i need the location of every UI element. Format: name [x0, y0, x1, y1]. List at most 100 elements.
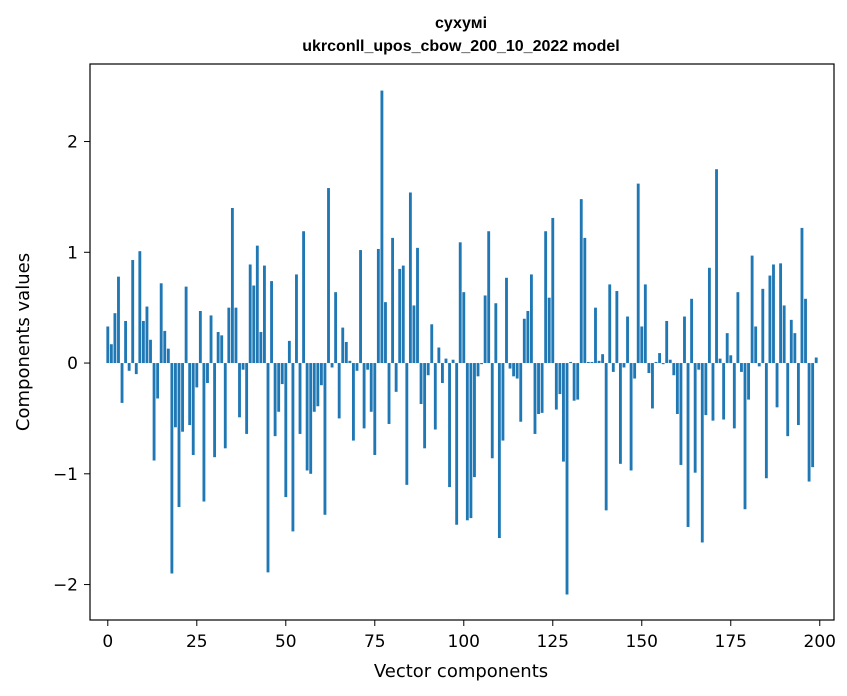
bar-62 — [327, 188, 330, 364]
bar-111 — [501, 363, 505, 441]
y-tick-label: 0 — [67, 354, 78, 374]
bar-160 — [675, 363, 679, 414]
bar-199 — [814, 357, 818, 364]
bar-12 — [149, 339, 152, 364]
bar-105 — [480, 363, 484, 365]
bar-3 — [117, 276, 120, 364]
bar-102 — [469, 363, 473, 519]
bar-163 — [686, 363, 690, 527]
bar-45 — [266, 363, 270, 573]
bar-10 — [141, 320, 145, 364]
bar-140 — [604, 363, 608, 511]
bar-121 — [537, 363, 540, 414]
bar-129 — [565, 363, 569, 595]
bar-195 — [800, 227, 804, 364]
bar-183 — [757, 363, 761, 367]
bar-149 — [636, 183, 640, 364]
bar-151 — [643, 284, 647, 364]
x-tick-label: 75 — [364, 632, 386, 652]
bar-172 — [718, 358, 722, 364]
bar-176 — [732, 363, 736, 429]
bar-48 — [277, 363, 281, 412]
bar-188 — [775, 363, 779, 408]
bar-115 — [515, 363, 519, 379]
x-tick-label: 100 — [448, 632, 480, 652]
bar-185 — [764, 363, 768, 479]
y-axis-ticks: −2 −1 0 1 2 — [53, 133, 90, 596]
bar-120 — [533, 363, 537, 434]
bar-2 — [113, 313, 117, 364]
bar-51 — [287, 340, 291, 364]
bar-50 — [284, 363, 288, 498]
bar-37 — [238, 363, 241, 418]
bar-11 — [145, 306, 149, 364]
bar-66 — [341, 327, 345, 364]
bar-155 — [658, 353, 661, 364]
bar-101 — [465, 363, 469, 521]
bar-97 — [451, 359, 455, 364]
bar-180 — [747, 363, 750, 400]
bar-1 — [109, 344, 113, 364]
bar-55 — [302, 231, 306, 364]
bar-90 — [426, 363, 430, 376]
bar-142 — [611, 363, 615, 372]
bar-25 — [195, 363, 199, 388]
bar-189 — [779, 263, 783, 364]
bar-177 — [736, 292, 740, 364]
bar-193 — [793, 333, 797, 364]
bar-8 — [134, 363, 138, 375]
bar-127 — [558, 363, 562, 395]
y-axis-label: Components values — [13, 253, 34, 431]
bar-136 — [590, 361, 594, 364]
bar-198 — [811, 363, 815, 468]
bar-20 — [177, 363, 181, 508]
bar-49 — [280, 363, 284, 385]
bar-174 — [725, 333, 729, 364]
y-tick-label: 2 — [67, 133, 78, 153]
bar-71 — [359, 250, 362, 364]
bar-184 — [761, 288, 765, 364]
bar-84 — [405, 363, 409, 485]
bar-93 — [437, 347, 441, 364]
bar-122 — [540, 363, 544, 413]
bar-56 — [305, 363, 309, 471]
bar-133 — [579, 199, 583, 364]
bar-65 — [337, 363, 341, 419]
bar-168 — [704, 363, 708, 416]
bar-181 — [750, 255, 754, 364]
bar-86 — [412, 305, 416, 364]
bar-170 — [711, 363, 715, 421]
bar-194 — [796, 363, 800, 426]
bar-107 — [487, 231, 491, 364]
bar-46 — [270, 281, 273, 364]
bar-164 — [690, 298, 694, 364]
bar-96 — [448, 363, 451, 488]
bar-64 — [334, 292, 338, 364]
bar-126 — [554, 363, 558, 410]
y-tick-label: −2 — [53, 576, 78, 596]
bar-187 — [772, 264, 775, 364]
bar-58 — [312, 363, 316, 412]
bar-197 — [807, 363, 811, 482]
bar-15 — [159, 283, 163, 364]
bar-137 — [594, 307, 597, 364]
bar-147 — [629, 363, 633, 471]
bar-152 — [647, 363, 651, 374]
bar-30 — [213, 363, 217, 458]
bar-18 — [170, 363, 174, 574]
bar-92 — [433, 363, 437, 430]
bar-175 — [729, 355, 733, 364]
plot-frame — [89, 63, 835, 621]
bar-54 — [298, 363, 302, 434]
bar-125 — [551, 217, 555, 364]
bar-5 — [124, 320, 128, 364]
bar-118 — [526, 310, 530, 364]
bar-146 — [626, 316, 629, 364]
bar-117 — [522, 318, 526, 364]
bar-36 — [234, 307, 238, 364]
bar-192 — [789, 319, 793, 364]
bar-69 — [352, 363, 355, 441]
bar-80 — [391, 237, 395, 364]
bar-27 — [202, 363, 206, 502]
